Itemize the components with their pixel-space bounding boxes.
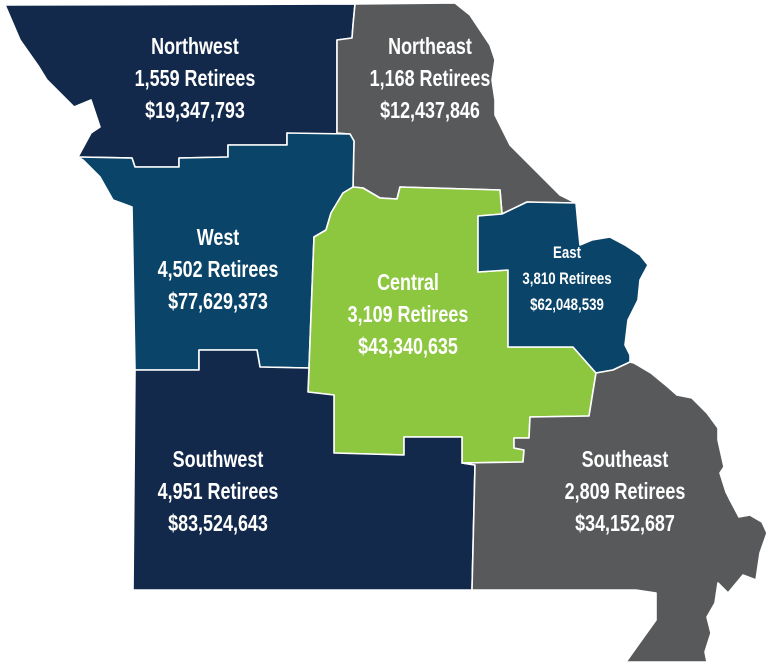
label-northeast: Northeast 1,168 Retirees $12,437,846 bbox=[370, 30, 491, 126]
region-name: Southeast bbox=[581, 446, 669, 472]
label-east: East 3,810 Retirees $62,048,539 bbox=[522, 240, 611, 318]
amount: $34,152,687 bbox=[575, 510, 675, 536]
region-name: Northwest bbox=[151, 33, 239, 59]
region-east bbox=[477, 201, 649, 374]
amount: $77,629,373 bbox=[168, 288, 268, 314]
label-southeast: Southeast 2,809 Retirees $34,152,687 bbox=[565, 443, 686, 539]
retiree-count: 4,951 Retirees bbox=[157, 478, 279, 504]
amount: $12,437,846 bbox=[380, 97, 480, 123]
region-name: Central bbox=[377, 269, 439, 295]
region-name: Northeast bbox=[388, 33, 472, 59]
label-northwest: Northwest 1,559 Retirees $19,347,793 bbox=[135, 30, 256, 126]
amount: $19,347,793 bbox=[145, 97, 245, 123]
retiree-count: 3,810 Retirees bbox=[522, 269, 612, 288]
retiree-count: 4,502 Retirees bbox=[157, 256, 279, 282]
label-central: Central 3,109 Retirees $43,340,635 bbox=[348, 266, 469, 362]
retiree-count: 2,809 Retirees bbox=[564, 478, 686, 504]
region-name: East bbox=[552, 243, 582, 262]
amount: $83,524,643 bbox=[168, 510, 268, 536]
retiree-count: 1,168 Retirees bbox=[369, 65, 491, 91]
label-southwest: Southwest 4,951 Retirees $83,524,643 bbox=[158, 443, 279, 539]
amount: $43,340,635 bbox=[358, 333, 458, 359]
retiree-count: 1,559 Retirees bbox=[134, 65, 256, 91]
amount: $62,048,539 bbox=[530, 295, 604, 314]
retiree-count: 3,109 Retirees bbox=[347, 301, 469, 327]
region-name: West bbox=[196, 224, 240, 250]
region-southeast bbox=[461, 361, 768, 663]
region-name: Southwest bbox=[172, 446, 264, 472]
label-west: West 4,502 Retirees $77,629,373 bbox=[158, 221, 279, 317]
